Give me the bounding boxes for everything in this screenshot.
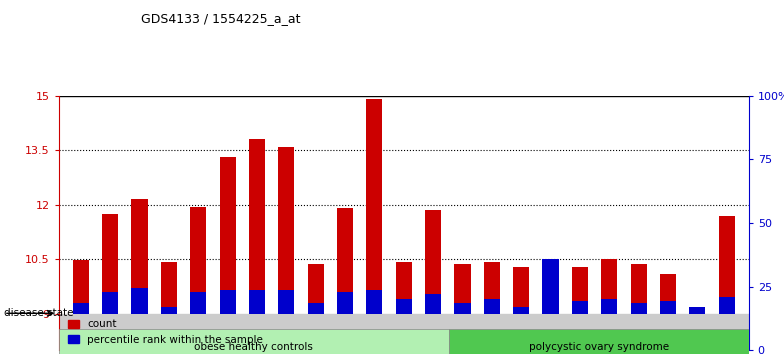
Bar — [484, 262, 500, 314]
Bar — [455, 264, 470, 314]
Bar — [484, 299, 500, 314]
Bar — [191, 207, 206, 314]
Bar — [689, 308, 706, 314]
Bar — [689, 312, 706, 314]
Bar — [513, 308, 529, 314]
Bar — [660, 274, 676, 314]
Text: GDS4133 / 1554225_a_at: GDS4133 / 1554225_a_at — [141, 12, 300, 25]
Bar — [366, 99, 383, 314]
Bar — [630, 303, 647, 314]
Bar — [425, 210, 441, 314]
Bar — [307, 264, 324, 314]
Bar — [425, 295, 441, 314]
Bar — [337, 292, 353, 314]
Bar — [102, 292, 118, 314]
Bar — [161, 262, 177, 314]
Bar — [278, 290, 295, 314]
Bar — [601, 259, 617, 314]
Bar — [220, 158, 236, 314]
Bar — [630, 264, 647, 314]
Bar — [73, 260, 89, 314]
Bar — [249, 138, 265, 314]
Bar — [543, 304, 559, 314]
Bar — [396, 262, 412, 314]
Bar — [719, 216, 735, 314]
Bar — [132, 288, 147, 314]
Bar — [132, 199, 147, 314]
Bar — [191, 292, 206, 314]
Bar — [572, 267, 588, 314]
Bar — [543, 259, 559, 314]
Bar — [719, 297, 735, 314]
Bar — [572, 301, 588, 314]
Bar — [278, 147, 295, 314]
Text: disease state: disease state — [4, 308, 74, 318]
Bar — [161, 308, 177, 314]
FancyBboxPatch shape — [59, 329, 448, 354]
Bar — [249, 290, 265, 314]
Bar — [73, 303, 89, 314]
Bar — [220, 290, 236, 314]
Legend: count, percentile rank within the sample: count, percentile rank within the sample — [64, 315, 267, 349]
Bar — [366, 290, 383, 314]
Bar — [513, 267, 529, 314]
Bar — [59, 314, 749, 350]
Bar — [455, 303, 470, 314]
FancyBboxPatch shape — [448, 329, 749, 354]
Bar — [307, 303, 324, 314]
Bar — [337, 209, 353, 314]
Text: polycystic ovary syndrome: polycystic ovary syndrome — [528, 342, 669, 352]
Bar — [660, 301, 676, 314]
Bar — [396, 299, 412, 314]
Bar — [601, 299, 617, 314]
Text: obese healthy controls: obese healthy controls — [194, 342, 314, 352]
Bar — [102, 214, 118, 314]
